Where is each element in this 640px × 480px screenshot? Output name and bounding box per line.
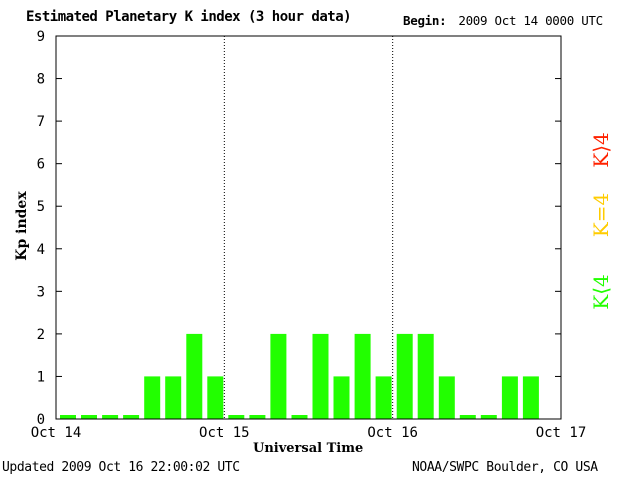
begin-value: 2009 Oct 14 0000 UTC xyxy=(458,13,603,28)
kp-bar xyxy=(270,333,287,419)
legend-k-equal-4: K=4 xyxy=(589,192,613,238)
kp-bar xyxy=(228,415,245,419)
y-tick-label: 2 xyxy=(37,327,45,343)
plot-frame xyxy=(55,35,562,420)
y-tick-label: 3 xyxy=(37,284,45,300)
kp-bar xyxy=(123,415,140,419)
chart-title: Estimated Planetary K index (3 hour data… xyxy=(26,9,352,25)
kp-bar xyxy=(249,415,266,419)
kp-bar xyxy=(522,376,539,419)
day-separators xyxy=(223,36,394,419)
begin-label: Begin: xyxy=(403,13,447,28)
kp-bar xyxy=(459,415,476,419)
kp-bar xyxy=(60,415,76,419)
x-tick-label: Oct 14 xyxy=(31,425,82,441)
y-tick-label: 9 xyxy=(37,29,45,45)
kp-bar xyxy=(501,376,518,419)
y-tick-label: 4 xyxy=(37,242,45,258)
kp-bar xyxy=(312,333,329,419)
y-tick-label: 7 xyxy=(37,114,45,130)
x-tick-label: Oct 15 xyxy=(199,425,250,441)
x-tick-group: Oct 14 Oct 15 Oct 16 Oct 17 xyxy=(31,425,587,441)
kp-bar xyxy=(438,376,455,419)
kp-bar xyxy=(333,376,350,419)
source-credit: NOAA/SWPC Boulder, CO USA xyxy=(412,460,598,475)
kp-bar xyxy=(396,333,413,419)
x-axis-label: Universal Time xyxy=(253,441,364,456)
bar-group xyxy=(60,333,539,419)
kp-bar xyxy=(417,333,434,419)
y-tick-label: 1 xyxy=(37,369,45,385)
begin-time: Begin: 2009 Oct 14 0000 UTC xyxy=(403,13,603,28)
y-tick-label: 6 xyxy=(37,157,45,173)
kp-bar xyxy=(207,376,224,419)
kp-bar xyxy=(480,415,497,419)
kp-bar xyxy=(186,333,203,419)
x-tick-label: Oct 17 xyxy=(536,425,587,441)
y-tick-group: 0 1 2 3 4 5 6 7 8 9 xyxy=(37,29,561,428)
legend-k-above-4: K⟩4 xyxy=(589,132,613,168)
kp-bar xyxy=(81,415,97,419)
legend-k-below-4: K⟨4 xyxy=(589,274,613,310)
kp-bar xyxy=(375,376,392,419)
x-tick-label: Oct 16 xyxy=(367,425,418,441)
kp-bar xyxy=(165,376,182,419)
kp-bar xyxy=(102,415,119,419)
y-tick-label: 0 xyxy=(37,412,45,428)
y-tick-label: 5 xyxy=(37,199,45,215)
kp-bar xyxy=(291,415,308,419)
updated-timestamp: Updated 2009 Oct 16 22:00:02 UTC xyxy=(2,460,240,475)
kp-bar xyxy=(354,333,371,419)
y-tick-label: 8 xyxy=(37,72,45,88)
kp-bar xyxy=(144,376,161,419)
